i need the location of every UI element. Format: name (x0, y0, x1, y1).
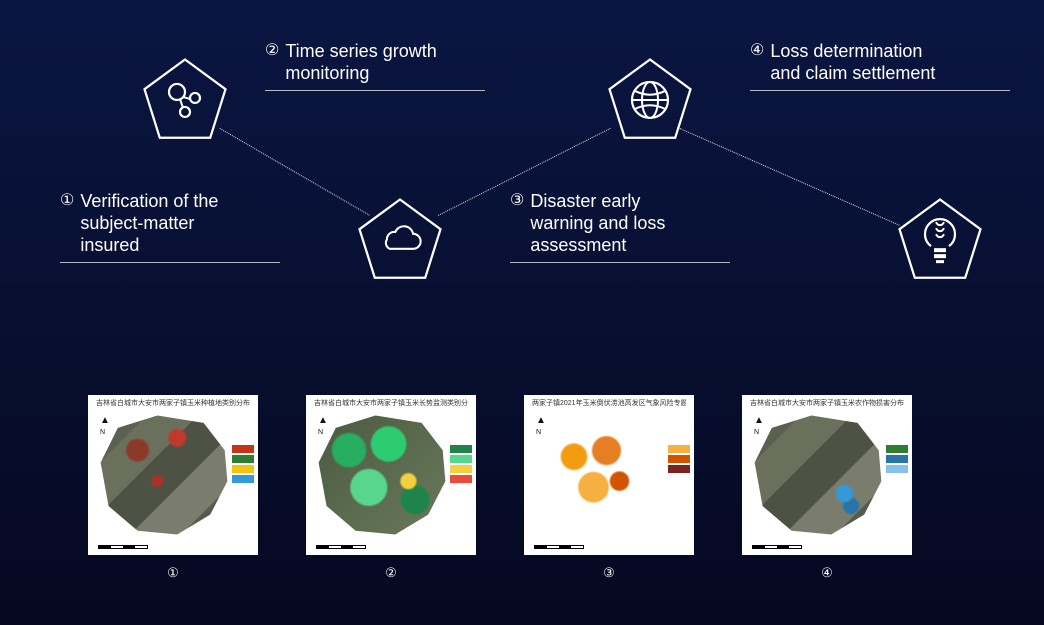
underline (750, 90, 1010, 91)
thumb-number-3: ③ (524, 565, 694, 581)
step-number: ③ (510, 190, 524, 212)
compass-icon: ▲N (100, 415, 110, 437)
thumbnail-1: 吉林省白城市大安市两家子镇玉米种植地类别分布 ▲N (88, 395, 258, 555)
thumb-map (316, 413, 448, 537)
thumb-number-2: ② (306, 565, 476, 581)
cloud-icon (378, 223, 423, 262)
step-title: Disaster earlywarning and lossassessment (530, 190, 665, 256)
thumb-title: 吉林省白城市大安市两家子镇玉米种植地类别分布 (96, 398, 250, 408)
step-number: ② (265, 40, 279, 62)
thumb-legend (450, 445, 472, 485)
thumb-legend (886, 445, 908, 475)
pentagon-network (140, 55, 230, 145)
scalebar (534, 545, 584, 549)
step-title: Loss determinationand claim settlement (770, 40, 935, 84)
globe-icon (628, 78, 672, 127)
thumb-number-1: ① (88, 565, 258, 581)
underline (510, 262, 730, 263)
compass-icon: ▲N (318, 415, 328, 437)
pentagon-globe (605, 55, 695, 145)
thumb-map (98, 413, 230, 537)
scalebar (752, 545, 802, 549)
bulb-icon (923, 216, 957, 269)
underline (265, 90, 485, 91)
compass-icon: ▲N (536, 415, 546, 437)
thumbnail-4: 吉林省白城市大安市两家子镇玉米农作物损害分布图 ▲N (742, 395, 912, 555)
thumb-title: 两家子镇2021年玉米倒伏涝池高发区气象风险专题图 (532, 398, 686, 408)
thumbnail-2: 吉林省白城市大安市两家子镇玉米长势监测类别分布图 ▲N (306, 395, 476, 555)
thumbnail-3: 两家子镇2021年玉米倒伏涝池高发区气象风险专题图 ▲N (524, 395, 694, 555)
thumb-map (752, 413, 884, 537)
step-label-4: ④ Loss determinationand claim settlement (750, 40, 1010, 91)
thumb-title: 吉林省白城市大安市两家子镇玉米长势监测类别分布图 (314, 398, 468, 408)
step-label-3: ③ Disaster earlywarning and lossassessmen… (510, 190, 730, 263)
thumb-legend (232, 445, 254, 485)
step-number: ④ (750, 40, 764, 62)
thumb-legend (668, 445, 690, 475)
thumb-map (534, 413, 666, 537)
scalebar (98, 545, 148, 549)
step-label-2: ② Time series growthmonitoring (265, 40, 485, 91)
scalebar (316, 545, 366, 549)
compass-icon: ▲N (754, 415, 764, 437)
step-label-1: ① Verification of thesubject-matterinsure… (60, 190, 280, 263)
pentagon-bulb (895, 195, 985, 285)
thumb-number-4: ④ (742, 565, 912, 581)
step-title: Verification of thesubject-matterinsured (80, 190, 218, 256)
network-icon (163, 78, 207, 127)
pentagon-cloud (355, 195, 445, 285)
thumb-title: 吉林省白城市大安市两家子镇玉米农作物损害分布图 (750, 398, 904, 408)
step-title: Time series growthmonitoring (285, 40, 436, 84)
step-number: ① (60, 190, 74, 212)
underline (60, 262, 280, 263)
